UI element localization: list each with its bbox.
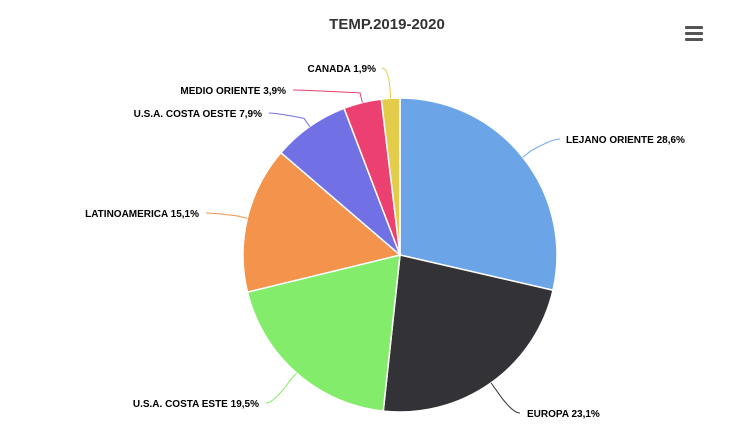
- connector-line: [268, 112, 311, 127]
- data-label: U.S.A. COSTA ESTE 19,5%: [133, 399, 259, 410]
- data-label: EUROPA 23,1%: [527, 409, 600, 420]
- data-label: LEJANO ORIENTE 28,6%: [566, 135, 685, 146]
- connector-line: [381, 67, 392, 99]
- data-label: LATINOAMERICA 15,1%: [85, 209, 199, 220]
- connector-line: [205, 212, 248, 219]
- data-label: MEDIO ORIENTE 3,9%: [180, 86, 286, 97]
- menu-button[interactable]: [680, 22, 708, 44]
- connector-line: [490, 382, 521, 414]
- data-label: U.S.A. COSTA OESTE 7,9%: [134, 109, 262, 120]
- pie-slice-latinoamerica[interactable]: [242, 151, 402, 294]
- connector-line: [292, 89, 363, 103]
- connector-line: [522, 138, 561, 158]
- hamburger-menu-icon: [685, 26, 703, 41]
- pie-slice-u-s-a-costa-este[interactable]: [246, 254, 401, 412]
- data-label: CANADA 1,9%: [307, 64, 376, 75]
- chart-title: TEMP.2019-2020: [329, 16, 445, 33]
- connector-line: [265, 372, 297, 404]
